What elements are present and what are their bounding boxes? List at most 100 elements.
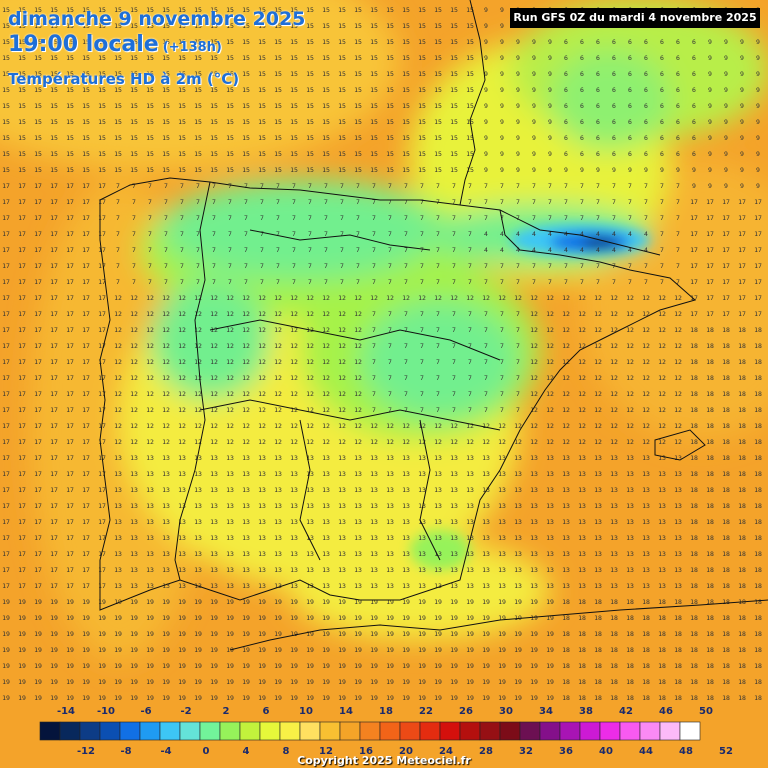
grid-value: 12 [338, 358, 346, 366]
grid-value: 18 [610, 630, 618, 638]
forecast-local-time: 19:00 locale [8, 32, 159, 57]
grid-value: 15 [418, 22, 426, 30]
grid-value: 7 [116, 246, 120, 254]
grid-value: 17 [754, 262, 762, 270]
grid-value: 4 [580, 246, 584, 254]
grid-value: 15 [114, 150, 122, 158]
grid-value: 12 [546, 326, 554, 334]
legend-swatches [39, 721, 701, 741]
grid-value: 13 [290, 582, 298, 590]
grid-value: 15 [130, 22, 138, 30]
grid-value: 12 [642, 422, 650, 430]
grid-value: 15 [274, 134, 282, 142]
grid-value: 4 [500, 246, 504, 254]
grid-value: 15 [338, 134, 346, 142]
grid-value: 7 [356, 182, 360, 190]
grid-value: 13 [402, 502, 410, 510]
grid-value: 15 [18, 86, 26, 94]
grid-value: 7 [372, 262, 376, 270]
grid-value: 19 [242, 646, 250, 654]
grid-value: 9 [612, 166, 616, 174]
grid-value: 17 [82, 278, 90, 286]
legend-swatch [479, 721, 501, 741]
grid-value: 12 [578, 406, 586, 414]
grid-value: 19 [514, 646, 522, 654]
grid-value: 15 [130, 150, 138, 158]
grid-value: 19 [498, 662, 506, 670]
grid-value: 4 [628, 230, 632, 238]
grid-value: 12 [354, 422, 362, 430]
grid-value: 17 [738, 230, 746, 238]
grid-value: 12 [162, 374, 170, 382]
grid-value: 15 [50, 86, 58, 94]
grid-value: 13 [370, 518, 378, 526]
grid-value: 19 [498, 694, 506, 702]
grid-value: 13 [610, 502, 618, 510]
grid-value: 15 [178, 118, 186, 126]
grid-value: 7 [436, 326, 440, 334]
grid-value: 4 [500, 230, 504, 238]
grid-value: 7 [276, 278, 280, 286]
grid-value: 13 [578, 470, 586, 478]
grid-value: 9 [516, 118, 520, 126]
grid-value: 18 [738, 630, 746, 638]
grid-value: 15 [98, 134, 106, 142]
grid-value: 15 [386, 22, 394, 30]
grid-value: 9 [548, 150, 552, 158]
grid-value: 19 [146, 614, 154, 622]
grid-value: 12 [306, 374, 314, 382]
grid-value: 7 [372, 374, 376, 382]
grid-value: 12 [114, 294, 122, 302]
grid-value: 13 [546, 502, 554, 510]
grid-value: 13 [338, 454, 346, 462]
grid-value: 13 [466, 486, 474, 494]
grid-value: 19 [226, 678, 234, 686]
grid-value: 15 [194, 150, 202, 158]
grid-value: 13 [274, 582, 282, 590]
grid-value: 4 [564, 230, 568, 238]
grid-value: 19 [274, 646, 282, 654]
grid-value: 6 [612, 118, 616, 126]
grid-value: 7 [404, 310, 408, 318]
grid-value: 13 [242, 582, 250, 590]
grid-value: 19 [370, 694, 378, 702]
grid-value: 18 [754, 438, 762, 446]
grid-value: 18 [738, 390, 746, 398]
grid-value: 12 [562, 390, 570, 398]
grid-value: 18 [754, 678, 762, 686]
grid-value: 13 [466, 566, 474, 574]
grid-value: 7 [436, 214, 440, 222]
grid-value: 15 [370, 150, 378, 158]
grid-value: 18 [626, 646, 634, 654]
grid-value: 15 [146, 70, 154, 78]
grid-value: 15 [162, 54, 170, 62]
grid-value: 7 [196, 262, 200, 270]
grid-value: 13 [242, 470, 250, 478]
grid-value: 15 [226, 150, 234, 158]
grid-value: 12 [434, 438, 442, 446]
grid-value: 4 [612, 246, 616, 254]
grid-value: 13 [466, 470, 474, 478]
grid-value: 13 [658, 566, 666, 574]
legend-swatch [359, 721, 381, 741]
grid-value: 19 [418, 694, 426, 702]
grid-value: 18 [690, 582, 698, 590]
grid-value: 13 [354, 566, 362, 574]
grid-value: 18 [722, 374, 730, 382]
grid-value: 7 [500, 182, 504, 190]
grid-value: 4 [532, 230, 536, 238]
grid-value: 19 [210, 614, 218, 622]
grid-value: 12 [386, 422, 394, 430]
grid-value: 9 [484, 86, 488, 94]
grid-value: 6 [692, 134, 696, 142]
grid-value: 19 [162, 598, 170, 606]
grid-value: 13 [370, 566, 378, 574]
grid-value: 13 [658, 470, 666, 478]
grid-value: 12 [498, 294, 506, 302]
grid-value: 4 [532, 246, 536, 254]
grid-value: 13 [290, 566, 298, 574]
grid-value: 19 [82, 614, 90, 622]
grid-value: 12 [258, 294, 266, 302]
grid-value: 15 [98, 22, 106, 30]
grid-value: 7 [452, 374, 456, 382]
